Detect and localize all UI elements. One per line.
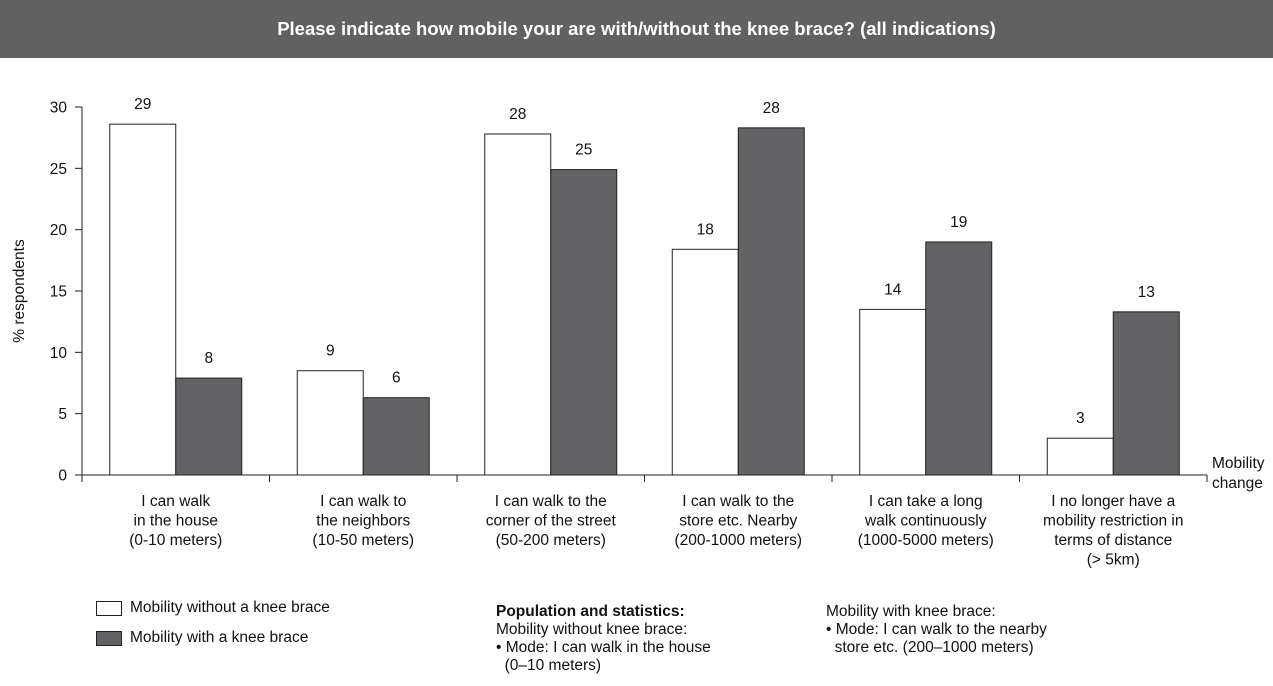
bar-value-label: 28 [509,106,526,123]
category-label: (1000-5000 meters) [858,532,994,549]
category-label: (> 5km) [1087,552,1140,569]
legend-swatch-without-brace [96,600,122,616]
y-tick-label: 0 [58,468,67,485]
legend-label-without-brace: Mobility without a knee brace [130,599,330,616]
y-tick-label: 25 [50,161,67,178]
category-label: (0-10 meters) [129,532,222,549]
category-label: I can walk [141,493,210,510]
bar-with-brace [737,127,805,476]
stats-without-brace: Population and statistics: Mobility with… [496,603,711,675]
bar-value-label: 25 [575,142,592,159]
category-label: walk continuously [864,513,987,530]
bar-without-brace [859,308,927,476]
stats-line: Mobility without knee brace: [496,621,688,638]
chart-title-bar: Please indicate how mobile your are with… [0,0,1273,58]
bar-without-brace [296,370,364,476]
stats-line: • Mode: I can walk to the nearby [826,621,1047,638]
bar-with-brace [175,377,243,476]
bar-with-brace [925,241,993,476]
stats-with-brace: Mobility with knee brace: • Mode: I can … [826,603,1047,657]
y-tick-label: 10 [50,345,68,362]
category-label: I can walk to the [495,493,607,510]
bar-value-label: 3 [1076,410,1085,427]
category-label: store etc. Nearby [679,513,797,530]
bar-value-label: 18 [697,221,714,238]
stats-title: Population and statistics: [496,603,685,620]
bar-with-brace [550,169,618,476]
stats-line: Mobility with knee brace: [826,603,996,620]
bar-chart: 0 5 10 15 20 25 30 % respondents Mobility change 2… [11,96,1265,569]
category-label: (50-200 meters) [496,532,606,549]
category-label: (10-50 meters) [312,532,414,549]
chart-title: Please indicate how mobile your are with… [277,18,996,39]
category-label: I can walk to the [682,493,794,510]
bar-value-label: 14 [884,281,902,298]
category-label: the neighbors [316,513,410,530]
category-label: terms of distance [1054,532,1172,549]
x-axis-label: Mobility [1212,455,1265,472]
category-label: I can walk to [320,493,406,510]
legend-label-with-brace: Mobility with a knee brace [130,629,309,646]
bar-value-label: 8 [204,350,213,367]
stats-line: • Mode: I can walk in the house [496,639,711,656]
bar-without-brace [1046,437,1114,476]
y-axis-label: % respondents [11,239,28,343]
y-tick-label: 15 [50,284,67,301]
bar-value-label: 6 [392,370,401,387]
category-label: (200-1000 meters) [674,532,802,549]
bar-value-label: 9 [326,343,335,360]
y-tick-label: 30 [50,100,68,117]
legend-swatch-with-brace [96,630,122,646]
bar-without-brace [671,248,739,476]
stats-line: (0–10 meters) [496,657,602,674]
bar-without-brace [109,123,177,476]
category-label: in the house [134,513,218,530]
stats-line: store etc. (200–1000 meters) [826,639,1034,656]
legend-item-with-brace: Mobility with a knee brace [96,628,330,648]
category-label: mobility restriction in [1043,513,1183,530]
bar-with-brace [362,397,430,476]
bar-value-label: 28 [763,100,780,117]
bar-value-label: 19 [950,214,967,231]
category-label: I can take a long [869,493,983,510]
bar-value-label: 13 [1138,284,1155,301]
y-tick-label: 5 [58,406,67,423]
bar-with-brace [1112,311,1180,476]
legend-item-without-brace: Mobility without a knee brace [96,598,330,618]
x-axis-label: change [1212,475,1263,492]
bar-without-brace [484,133,552,476]
category-label: corner of the street [486,513,617,530]
bar-value-label: 29 [134,96,151,113]
category-label: I no longer have a [1051,493,1175,510]
legend: Mobility without a knee brace Mobility w… [96,598,330,658]
y-tick-label: 20 [50,222,68,239]
